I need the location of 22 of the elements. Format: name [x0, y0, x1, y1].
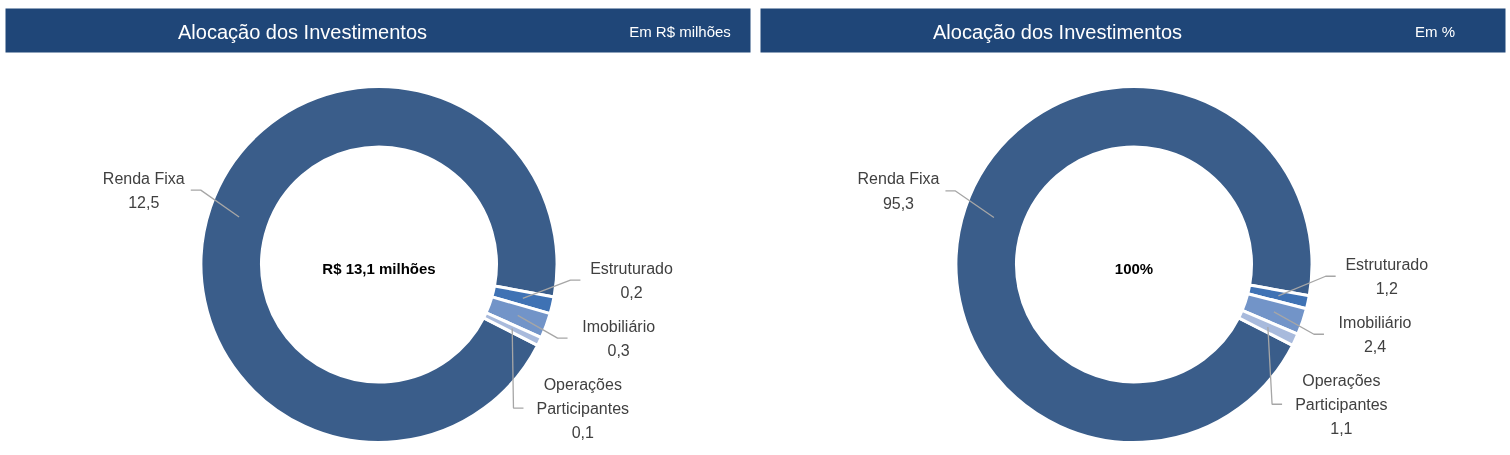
data-label: 0,3 — [607, 342, 630, 360]
text: R$ 13,1 milhões — [322, 260, 436, 277]
slice-label: Estruturado — [590, 259, 673, 277]
chart-title: Alocação dos Investimentos — [177, 20, 428, 43]
data-label: 0,1 — [571, 424, 594, 442]
slice-label: Imobiliário — [582, 317, 656, 335]
slice-label: Operações Participantes — [1295, 371, 1388, 413]
data-label: 95,3 — [882, 194, 915, 212]
data-label: 1,1 — [1330, 420, 1353, 438]
data-label: 12,5 — [128, 194, 160, 212]
chart-subtitle: Em % — [1415, 23, 1456, 40]
chart-title: Alocação dos Investimentos — [932, 20, 1183, 43]
slice-label: Operações Participantes — [536, 375, 630, 417]
chart-subtitle: Em R$ milhões — [629, 23, 731, 40]
data-label: 2,4 — [1363, 338, 1387, 356]
data-label: 0,2 — [620, 284, 643, 302]
slice-label: Renda Fixa — [857, 170, 940, 188]
slice-label: Estruturado — [1345, 255, 1429, 273]
data-label: 1,2 — [1375, 280, 1398, 298]
text: 100% — [1114, 260, 1154, 277]
slice-label: Renda Fixa — [102, 169, 185, 187]
slice-label: Imobiliário — [1338, 313, 1412, 331]
